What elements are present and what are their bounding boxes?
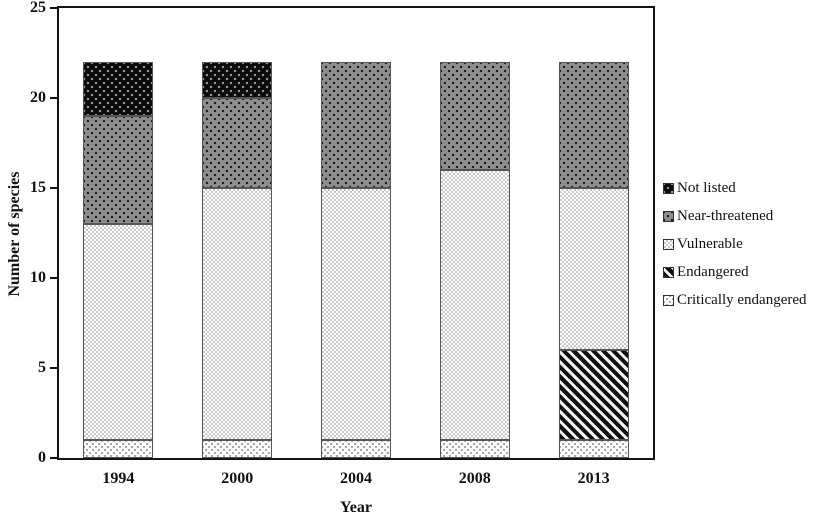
bar-group-1994 [59, 62, 178, 458]
x-tick-label: 2004 [339, 470, 372, 487]
legend-label: Not listed [677, 180, 736, 196]
bar-segment-nearthreatened [83, 116, 154, 224]
y-tick-label: 15 [30, 179, 46, 196]
legend-label: Near-threatened [677, 208, 774, 224]
bar-group-2013 [534, 62, 653, 458]
legend-label: Critically endangered [677, 292, 807, 308]
x-axis-title: Year [340, 499, 372, 516]
bar-segment-critical [439, 440, 510, 458]
legend-item-endangered: Endangered [663, 263, 807, 282]
legend-item-notlisted: Not listed [663, 179, 807, 198]
y-tick-label: 25 [30, 0, 46, 16]
y-tick-mark [50, 457, 59, 459]
bar-segment-vulnerable [439, 170, 510, 440]
legend-swatch-endangered-icon [663, 267, 674, 278]
bar-segment-nearthreatened [202, 98, 273, 188]
bar-segment-critical [83, 440, 154, 458]
bar-segment-vulnerable [558, 188, 629, 350]
legend-swatch-nearthreatened-icon [663, 211, 674, 222]
bar-2013 [558, 62, 629, 458]
bar-segment-notlisted [202, 62, 273, 98]
y-tick-mark [50, 277, 59, 279]
y-tick-mark [50, 7, 59, 9]
plot-area: 0 5 10 15 20 25 [30, 0, 655, 466]
legend-swatch-vulnerable-icon [663, 239, 674, 250]
bar-segment-vulnerable [202, 188, 273, 440]
bar-segment-nearthreatened [558, 62, 629, 188]
legend-label: Endangered [677, 264, 749, 280]
bar-2004 [320, 62, 391, 458]
bar-1994 [83, 62, 154, 458]
x-tick-label: 1994 [102, 470, 135, 487]
legend-item-nearthreatened: Near-threatened [663, 207, 807, 226]
bar-segment-critical [320, 440, 391, 458]
bar-group-2008 [415, 62, 534, 458]
bar-group-2004 [297, 62, 416, 458]
x-axis-tick-labels: 1994 2000 2004 2008 2013 [59, 470, 653, 488]
x-tick-label: 2013 [577, 470, 610, 487]
legend-swatch-critical-icon [663, 295, 674, 306]
legend-item-vulnerable: Vulnerable [663, 235, 807, 254]
y-tick-mark [50, 187, 59, 189]
x-tick-label: 2000 [221, 470, 254, 487]
bar-segment-endangered [558, 350, 629, 440]
bar-segment-critical [202, 440, 273, 458]
y-tick-mark [50, 367, 59, 369]
bar-segment-vulnerable [83, 224, 154, 440]
y-tick-label: 0 [38, 449, 46, 466]
bar-segment-notlisted [83, 62, 154, 116]
bar-segment-nearthreatened [320, 62, 391, 188]
x-tick-label: 2008 [458, 470, 491, 487]
legend-label: Vulnerable [677, 236, 743, 252]
bar-group-2000 [178, 62, 297, 458]
bar-2008 [439, 62, 510, 458]
y-tick-label: 10 [30, 269, 46, 286]
legend-swatch-notlisted-icon [663, 183, 674, 194]
y-axis-title: Number of species [6, 171, 23, 297]
legend-item-critical: Critically endangered [663, 291, 807, 310]
bars-container [59, 8, 653, 458]
y-tick-mark [50, 97, 59, 99]
legend: Not listed Near-threatened Vulnerable Endan… [663, 179, 807, 319]
bar-segment-critical [558, 440, 629, 458]
y-tick-label: 20 [30, 89, 46, 106]
bar-segment-vulnerable [320, 188, 391, 440]
bar-2000 [202, 62, 273, 458]
y-tick-label: 5 [38, 359, 46, 376]
bar-segment-nearthreatened [439, 62, 510, 170]
